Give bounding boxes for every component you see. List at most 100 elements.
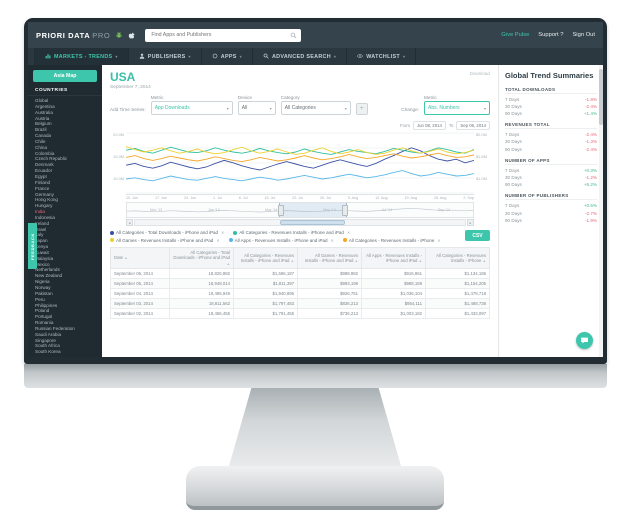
category-select[interactable]: All Categories ▾ [280,101,351,115]
sort-icon[interactable]: ▲ [290,259,294,264]
tab-apps[interactable]: APPS ▾ [202,48,253,65]
sidebar-item-malaysia[interactable]: Malaysia [35,255,54,261]
device-select[interactable]: All ▾ [237,101,276,115]
sidebar-item-australia[interactable]: Australia [35,109,53,115]
sidebar-item-singapore[interactable]: Singapore [35,337,56,343]
metric-select[interactable]: App Downloads ▾ [150,101,233,115]
sidebar-item-germany[interactable]: Germany [35,191,54,197]
navigator-window[interactable] [277,203,349,217]
search-input[interactable] [149,31,291,39]
remove-series-icon[interactable]: ✕ [437,237,441,243]
page-scrollbar-thumb[interactable] [599,69,603,125]
range-to-input[interactable]: Sep 06, 2014 [456,121,490,130]
sidebar-item-czech-republic[interactable]: Czech Republic [35,156,68,162]
sidebar-item-israel[interactable]: Israel [35,226,47,232]
sidebar-item-china[interactable]: China [35,144,48,150]
table-row[interactable]: September 04, 2014 19,496,949 $1,940,896 $9… [110,288,490,300]
scrollbar-thumb[interactable] [280,220,345,225]
remove-series-icon[interactable]: ✕ [346,230,351,236]
line-chart-plot[interactable]: 20.0M 15.0M 10.0M $2.0M $1.5M $1.0M [113,132,487,195]
sidebar-item-romania[interactable]: Romania [35,320,54,326]
column-header[interactable]: All Categories - Revenues Installs - iPh… [233,246,298,270]
sidebar-item-chile[interactable]: Chile [35,138,46,144]
sidebar-item-nigeria[interactable]: Nigeria [35,279,50,285]
sidebar-item-south-africa[interactable]: South Africa [35,343,60,349]
sidebar-item-saudi-arabia[interactable]: Saudi Arabia [35,331,62,337]
sidebar-item-belgium[interactable]: Belgium [35,121,52,127]
table-row[interactable]: September 06, 2014 18,826,882 $1,696,187 $9… [110,268,490,280]
export-csv-button[interactable]: CSV [465,230,490,241]
sidebar-item-denmark[interactable]: Denmark [35,162,54,168]
signout-link[interactable]: Sign Out [572,32,595,38]
sidebar-item-netherlands[interactable]: Netherlands [35,267,60,273]
app-logo[interactable]: PRIORI DATA PRO [36,31,110,40]
sidebar-item-ecuador[interactable]: Ecuador [35,168,53,174]
sidebar-item-argentina[interactable]: Argentina [35,103,55,109]
scroll-left-arrow-icon[interactable]: ◂ [126,219,133,226]
sort-icon[interactable]: ▲ [226,261,230,266]
sidebar-item-india[interactable]: India [35,209,45,215]
sidebar-item-canada[interactable]: Canada [35,133,52,139]
tab-advanced-search[interactable]: ADVANCED SEARCH ▾ [253,48,348,65]
sidebar-item-colombia[interactable]: Colombia [35,150,55,156]
asia-map-button[interactable]: Asia Map [33,70,97,82]
page-scrollbar[interactable] [599,65,603,357]
tab-markets-trends[interactable]: MARKETS - TRENDS ▾ [34,48,129,65]
sidebar-item-kuwait[interactable]: Kuwait [35,249,49,255]
tab-publishers[interactable]: PUBLISHERS ▾ [129,48,202,65]
add-series-button[interactable]: + [355,103,368,115]
apple-icon[interactable] [128,31,136,39]
download-link[interactable]: Download [469,71,490,76]
sidebar-item-egypt[interactable]: Egypt [35,173,47,179]
feedback-tab[interactable]: FEEDBACK [28,223,37,269]
change-metric-select[interactable]: Abs. Numbers ▾ [424,101,490,115]
navigator-right-handle[interactable] [342,205,349,216]
sidebar-item-ireland[interactable]: Ireland [35,220,50,226]
scroll-right-arrow-icon[interactable]: ▸ [467,219,474,226]
sort-icon[interactable]: ▲ [482,259,486,264]
sidebar-item-italy[interactable]: Italy [35,232,44,238]
sidebar-item-russian-federation[interactable]: Russian Federation [35,325,75,331]
sidebar-item-poland[interactable]: Poland [35,308,50,314]
range-from-input[interactable]: Jun 08, 2014 [413,121,446,130]
column-header[interactable]: All Apps - Revenues Installs - iPhone an… [361,246,426,270]
sidebar-item-kenya[interactable]: Kenya [35,244,49,250]
navigator-left-handle[interactable] [277,205,284,216]
sidebar-item-indonesia[interactable]: Indonesia [35,214,55,220]
column-header[interactable]: Date ▲ [110,246,170,270]
sidebar-item-peru[interactable]: Peru [35,296,45,302]
chart-navigator[interactable]: Nov '13 Jan '14 Mar '14 May '14 Jul '14 Sep '… [126,202,474,218]
sidebar-item-france[interactable]: France [35,185,50,191]
search-icon[interactable] [290,26,297,44]
pulse-link[interactable]: Give Pulse [501,32,530,38]
chart-scrollbar[interactable]: ◂ ▸ [126,219,474,226]
android-icon[interactable] [115,31,123,39]
tab-watchlist[interactable]: WATCHLIST ▾ [347,48,417,65]
sidebar-item-south-korea[interactable]: South Korea [35,349,61,355]
remove-series-icon[interactable]: ✕ [330,237,334,243]
sidebar-item-new-zealand[interactable]: New Zealand [35,273,63,279]
remove-series-icon[interactable]: ✕ [220,230,225,236]
sidebar-item-philippines[interactable]: Philippines [35,302,58,308]
sidebar-item-norway[interactable]: Norway [35,285,51,290]
sidebar-item-austria[interactable]: Austria [35,115,50,121]
sidebar-item-hungary[interactable]: Hungary [35,203,53,209]
table-row[interactable]: September 05, 2014 18,948,014 $1,811,397 $9… [110,278,490,290]
table-row[interactable]: September 02, 2014 18,456,455 $1,791,455 $7… [110,308,490,320]
sidebar-item-finland[interactable]: Finland [35,179,51,185]
column-header[interactable]: All Categories - Revenues Installs - iPh… [425,246,490,270]
column-header[interactable]: All Categories - Total Downloads - iPhon… [169,246,234,270]
global-search-box[interactable] [145,26,302,44]
table-row[interactable]: September 03, 2014 18,811,562 $1,797,483 $8… [110,298,490,310]
sort-icon[interactable]: ▲ [124,256,128,261]
sidebar-item-hong-kong[interactable]: Hong Kong [35,197,58,203]
scrollbar-track[interactable] [134,219,466,226]
sidebar-item-portugal[interactable]: Portugal [35,314,53,320]
column-header[interactable]: All Games - Revenues Installs - iPhone a… [297,246,362,270]
remove-series-icon[interactable]: ✕ [216,237,220,243]
sidebar-item-brazil[interactable]: Brazil [35,127,47,133]
sort-icon[interactable]: ▲ [354,259,358,264]
sidebar-item-mexico[interactable]: Mexico [35,261,50,267]
sidebar-item-pakistan[interactable]: Pakistan [35,290,53,296]
chat-button[interactable] [576,332,593,349]
